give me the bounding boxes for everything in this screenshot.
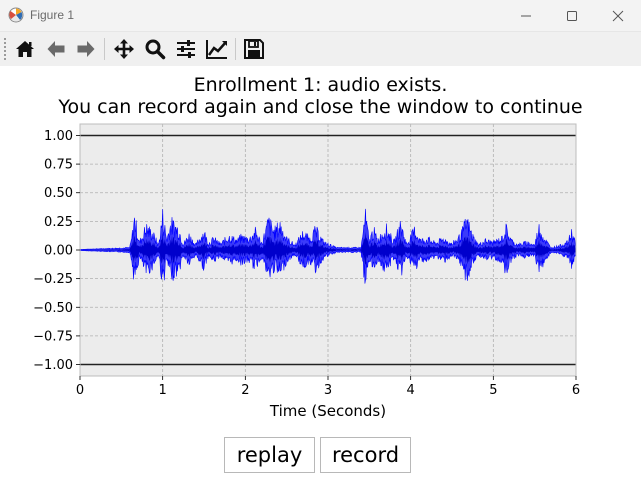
- x-tick-label: 0: [76, 383, 84, 398]
- save-button[interactable]: [241, 37, 267, 61]
- toolbar-grip-icon[interactable]: [4, 37, 6, 61]
- close-icon: [612, 10, 624, 22]
- x-tick-label: 4: [407, 383, 415, 398]
- forward-arrow-icon: [77, 41, 95, 57]
- subplot-config-button[interactable]: [173, 37, 199, 61]
- window-title: Figure 1: [30, 8, 75, 22]
- x-tick-label: 6: [572, 383, 580, 398]
- x-tick-label: 2: [241, 383, 249, 398]
- audio-waveform-core: [80, 231, 576, 266]
- back-arrow-icon: [47, 41, 65, 57]
- pan-icon: [114, 39, 134, 59]
- figure-title-line2: You can record again and close the windo…: [58, 96, 583, 118]
- x-tick-label: 1: [159, 383, 167, 398]
- maximize-button[interactable]: [549, 0, 595, 32]
- figure-title-line1: Enrollment 1: audio exists.: [193, 74, 448, 96]
- x-tick-label: 3: [324, 383, 332, 398]
- maximize-icon: [567, 11, 577, 21]
- y-tick-label: 0.25: [44, 215, 73, 230]
- x-tick-label: 5: [489, 383, 497, 398]
- home-icon: [16, 41, 34, 57]
- y-tick-label: 0.75: [44, 158, 73, 173]
- pan-button[interactable]: [111, 37, 137, 61]
- zoom-button[interactable]: [142, 37, 168, 61]
- waveform-plot[interactable]: 0 1 2 3 4 5 6 1.00 0.75 0.50 0.25 0.00 −0.25 −0.50 −0.…: [0, 66, 641, 426]
- window-titlebar: Figure 1: [0, 0, 641, 32]
- axis-ticks: 0 1 2 3 4 5 6 1.00 0.75 0.50 0.25 0.00 −0.25 −0.50 −0.…: [33, 129, 580, 398]
- figure-canvas[interactable]: Enrollment 1: audio exists. You can reco…: [0, 66, 641, 487]
- save-icon: [244, 39, 264, 59]
- navigation-toolbar: [0, 32, 641, 66]
- y-tick-label: −0.25: [33, 272, 73, 287]
- zoom-magnifier-icon: [145, 39, 166, 60]
- y-tick-label: 0.00: [44, 244, 73, 259]
- close-button[interactable]: [595, 0, 641, 32]
- x-axis-label: Time (Seconds): [269, 402, 386, 420]
- matplotlib-app-icon: [8, 7, 24, 23]
- edit-axis-button[interactable]: [204, 37, 230, 61]
- edit-axis-icon: [206, 40, 227, 59]
- y-tick-label: −0.50: [33, 301, 73, 316]
- subplot-config-icon: [177, 40, 195, 58]
- y-tick-label: −1.00: [33, 358, 73, 373]
- replay-button[interactable]: replay: [224, 437, 315, 473]
- minimize-button[interactable]: [503, 0, 549, 32]
- y-tick-label: −0.75: [33, 329, 73, 344]
- minimize-icon: [521, 15, 531, 17]
- reference-lines: [80, 134, 576, 366]
- back-button[interactable]: [43, 37, 69, 61]
- forward-button[interactable]: [73, 37, 99, 61]
- home-button[interactable]: [12, 37, 38, 61]
- toolbar-separator: [104, 38, 105, 60]
- y-tick-label: 1.00: [44, 129, 73, 144]
- record-button[interactable]: record: [320, 437, 411, 473]
- toolbar-separator: [235, 38, 236, 60]
- y-tick-label: 0.50: [44, 186, 73, 201]
